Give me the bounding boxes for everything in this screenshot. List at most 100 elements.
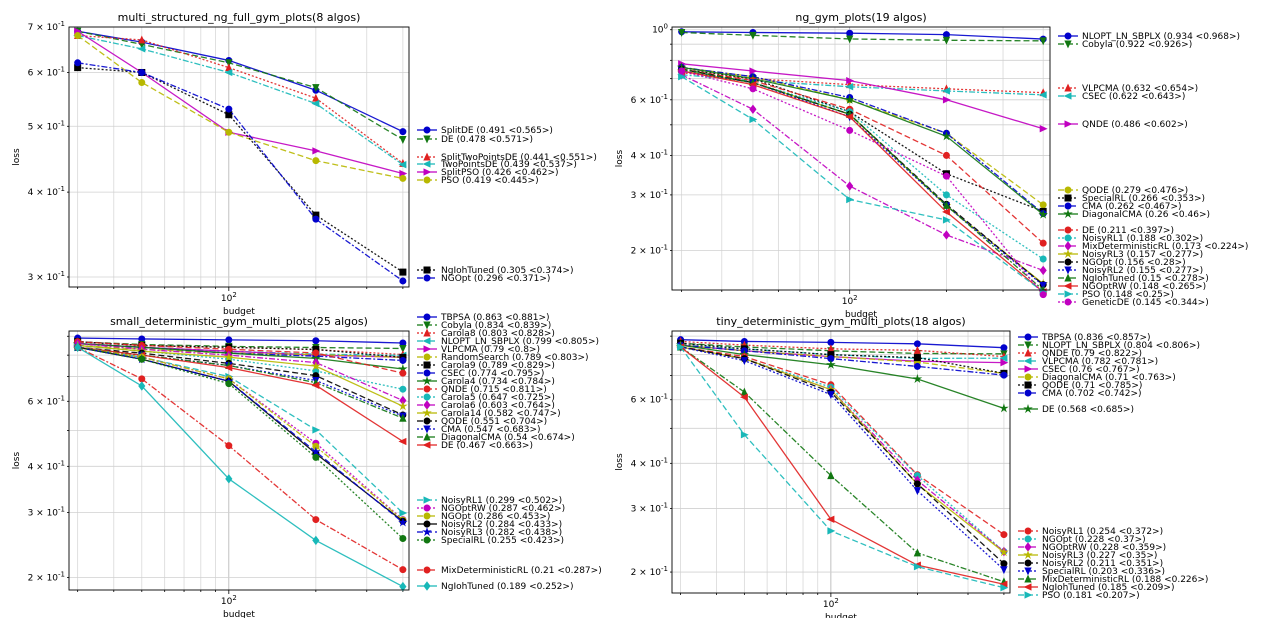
data-point <box>225 59 233 68</box>
series-line <box>77 342 403 356</box>
series-group <box>72 334 408 592</box>
legend-entry: SpecialRL (0.203 <0.336>) <box>1018 567 1165 577</box>
legend-entry: NGOpt (0.156 <0.28>) <box>1058 258 1186 268</box>
legend-label: NoisyRL2 (0.284 <0.433>) <box>441 520 562 530</box>
legend-label: NoisyRL1 (0.299 <0.502>) <box>441 496 562 506</box>
series-line <box>680 344 1004 360</box>
legend-entry: Carola4 (0.734 <0.784>) <box>417 375 555 387</box>
data-point <box>942 230 951 240</box>
data-point <box>678 67 686 75</box>
legend-entry: SpecialRL (0.266 <0.353>) <box>1058 194 1205 204</box>
data-point <box>399 344 407 353</box>
legend-label: CSEC (0.774 <0.795>) <box>441 369 544 379</box>
legend-entry: TwoPointsDE (0.439 <0.537>) <box>417 160 577 170</box>
legend-label: PSO (0.148 <0.25>) <box>1082 290 1174 300</box>
data-point <box>399 385 407 393</box>
data-point <box>827 391 835 400</box>
legend-entry: Carola14 (0.582 <0.747>) <box>417 407 561 419</box>
legend-marker <box>1023 357 1032 365</box>
legend-entry: SplitTwoPointsDE (0.441 <0.551>) <box>417 152 597 163</box>
legend-entry: GeneticDE (0.145 <0.344>) <box>1058 298 1209 308</box>
legend: TBPSA (0.863 <0.881>)Cobyla (0.834 <0.83… <box>417 313 602 592</box>
data-point <box>942 200 951 209</box>
series-line <box>681 74 1044 272</box>
y-tick-label: 4 × 10-1 <box>28 459 65 472</box>
data-point <box>913 354 921 362</box>
legend-entry: QNDE (0.486 <0.602>) <box>1058 120 1188 130</box>
legend-marker <box>423 266 431 274</box>
data-point <box>138 78 146 86</box>
legend-entry: TBPSA (0.863 <0.881>) <box>417 313 550 323</box>
series-line <box>680 344 1004 374</box>
data-point <box>311 99 320 108</box>
y-tick-label: 3 × 10-1 <box>28 270 65 283</box>
series-line <box>77 346 404 416</box>
axes-frame <box>68 330 410 591</box>
series-2 <box>677 28 1047 46</box>
legend-marker <box>1024 389 1032 397</box>
data-point <box>224 352 234 362</box>
grid <box>67 331 409 594</box>
data-point <box>1039 125 1048 133</box>
y-axis-label: loss <box>615 149 625 167</box>
legend-marker <box>422 526 432 537</box>
data-point <box>999 403 1009 413</box>
legend-marker <box>423 385 431 393</box>
data-point <box>942 36 951 45</box>
y-tick-label: 2 × 10-1 <box>631 565 668 578</box>
legend-entry: NoisyRL2 (0.284 <0.433>) <box>417 520 562 530</box>
data-point <box>1039 239 1047 247</box>
chart-title: tiny_deterministic_gym_multi_plots(18 al… <box>716 315 965 328</box>
series-line <box>77 346 404 521</box>
legend-entry: Carola8 (0.803 <0.828>) <box>417 328 555 339</box>
data-point <box>677 343 686 351</box>
x-axis-label: budget <box>825 613 857 618</box>
data-point <box>1039 255 1047 263</box>
legend-entry: CMA (0.262 <0.467>) <box>1058 202 1182 212</box>
legend-marker <box>1063 248 1073 259</box>
legend-entry: NoisyRL3 (0.227 <0.35>) <box>1018 549 1157 561</box>
data-point <box>399 277 407 285</box>
data-point <box>74 59 82 67</box>
legend-entry: TBPSA (0.836 <0.857>) <box>1018 333 1151 343</box>
data-point <box>225 474 233 484</box>
legend-marker <box>422 337 431 345</box>
legend-marker <box>1063 282 1072 290</box>
y-tick-label: 6 × 10-1 <box>631 393 668 406</box>
series-line <box>77 34 404 164</box>
y-tick-label: 5 × 10-1 <box>28 119 65 132</box>
legend-entry: CSEC (0.774 <0.795>) <box>417 369 544 379</box>
legend-marker <box>422 441 431 449</box>
series-line <box>77 344 404 390</box>
legend-entry: NgIohTuned (0.305 <0.374>) <box>417 266 573 276</box>
legend-label: NGOpt (0.228 <0.37>) <box>1042 535 1146 545</box>
legend-entry: NLOPT_LN_SBPLX (0.934 <0.968>) <box>1058 32 1240 42</box>
series-12 <box>678 70 1047 276</box>
data-point <box>225 336 233 344</box>
legend-marker <box>1064 290 1073 298</box>
legend-marker <box>423 321 431 330</box>
legend-entry: DE (0.467 <0.663>) <box>417 441 533 451</box>
legend-entry: QODE (0.71 <0.785>) <box>1018 381 1142 391</box>
data-point <box>138 355 146 363</box>
legend-marker <box>423 328 431 337</box>
legend-entry: PSO (0.148 <0.25>) <box>1058 290 1174 300</box>
data-point <box>138 375 146 383</box>
series-line <box>680 340 1004 358</box>
data-point <box>225 128 233 136</box>
data-point <box>1000 584 1009 592</box>
legend-entry: DiagonalCMA (0.71 <0.763>) <box>1018 373 1176 383</box>
data-point <box>740 357 749 366</box>
legend-marker <box>423 168 432 176</box>
data-point <box>224 363 233 372</box>
legend-marker <box>423 520 431 528</box>
legend-entry: NGOpt (0.228 <0.37>) <box>1018 535 1146 545</box>
legend-marker <box>1024 381 1032 389</box>
legend-label: NLOPT_LN_SBPLX (0.799 <0.805>) <box>441 337 599 347</box>
legend: TBPSA (0.836 <0.857>)NLOPT_LN_SBPLX (0.8… <box>1018 333 1208 601</box>
series-line <box>77 346 404 540</box>
legend-entry: NgIohTuned (0.185 <0.209>) <box>1018 583 1174 593</box>
data-point <box>399 566 407 574</box>
legend-label: QNDE (0.486 <0.602>) <box>1082 120 1188 130</box>
chart-title: small_deterministic_gym_multi_plots(25 a… <box>110 315 368 328</box>
